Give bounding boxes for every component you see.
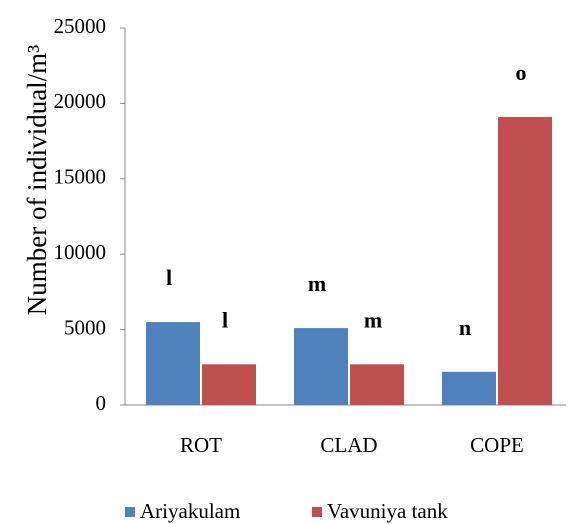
y-tick-label: 5000 (64, 315, 106, 339)
bar (350, 364, 404, 405)
bar (294, 328, 348, 405)
legend-label: Vavuniya tank (327, 499, 448, 523)
bar-annotation: n (459, 315, 471, 340)
bar (498, 116, 552, 406)
bar-annotation: o (516, 60, 527, 85)
bar-annotation: m (308, 271, 326, 296)
y-tick-label: 20000 (54, 89, 107, 113)
y-tick-label: 15000 (54, 165, 107, 189)
y-tick-label: 25000 (54, 14, 107, 38)
bar-annotation: l (222, 307, 228, 332)
legend-label: Ariyakulam (140, 499, 240, 523)
y-tick-label: 0 (96, 391, 107, 415)
legend-swatch (312, 507, 322, 517)
bar-annotation: l (166, 265, 172, 290)
legend-swatch (125, 507, 135, 517)
x-tick-label: ROT (180, 433, 222, 457)
y-tick-label: 10000 (54, 240, 107, 264)
bar-annotation: m (364, 307, 382, 332)
x-tick-label: COPE (470, 433, 524, 457)
y-axis-title: Number of individual/m³ (22, 45, 52, 316)
bar (146, 322, 200, 405)
bar (442, 371, 496, 405)
bar (202, 364, 256, 405)
x-tick-label: CLAD (320, 433, 377, 457)
